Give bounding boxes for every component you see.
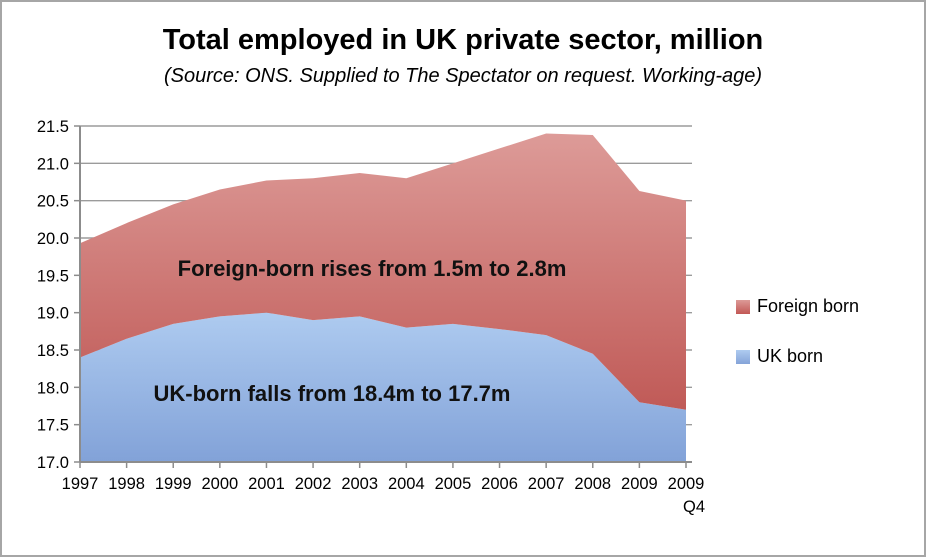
legend-label-foreign-born: Foreign born [757,296,860,316]
x-tick-label: 1999 [155,475,192,493]
x-tick-label: 2005 [435,475,472,493]
x-tick-label: 2009 [668,475,705,493]
y-tick-label: 18.0 [37,379,69,397]
y-tick-label: 19.0 [37,305,69,323]
x-tick-label: 2008 [574,475,611,493]
legend-item-foreign-born: Foreign born [736,296,859,317]
chart-subtitle: (Source: ONS. Supplied to The Spectator … [163,65,763,87]
x-tick-label: 2007 [528,475,565,493]
x-tick-label: 2002 [295,475,332,493]
chart-title: Total employed in UK private sector, mil… [162,24,764,56]
y-tick-label: 17.5 [37,417,69,435]
y-tick-label: 17.0 [37,454,69,472]
x-tick-label: 2003 [341,475,378,493]
uk-born-area [80,312,686,462]
x-tick-label: 1997 [62,475,99,493]
foreign-born-area [80,133,686,410]
legend-item-uk-born: UK born [736,346,859,367]
y-tick-label: 18.5 [37,342,69,360]
x-tick-label: 2009 [621,475,658,493]
y-tick-label: 21.0 [37,155,69,173]
foreign-born-swatch-icon [736,299,750,314]
x-tick-label: 1998 [108,475,145,493]
x-tick-label: 2001 [248,475,285,493]
annotation-foreign-born: Foreign-born rises from 1.5m to 2.8m [177,256,567,281]
y-tick-label: 19.5 [37,267,69,285]
legend-label-uk-born: UK born [757,346,824,366]
uk-born-swatch-icon [736,349,750,364]
x-tick-label: 2004 [388,475,425,493]
y-tick-label: 20.5 [37,193,69,211]
annotation-uk-born: UK-born falls from 18.4m to 17.7m [153,381,511,406]
x-tick-label: 2006 [481,475,518,493]
x-tick-label-line2: Q4 [683,498,705,516]
y-tick-label: 20.0 [37,230,69,248]
y-tick-label: 21.5 [37,118,69,136]
x-tick-label: 2000 [201,475,238,493]
legend: Foreign born UK born [736,296,859,367]
